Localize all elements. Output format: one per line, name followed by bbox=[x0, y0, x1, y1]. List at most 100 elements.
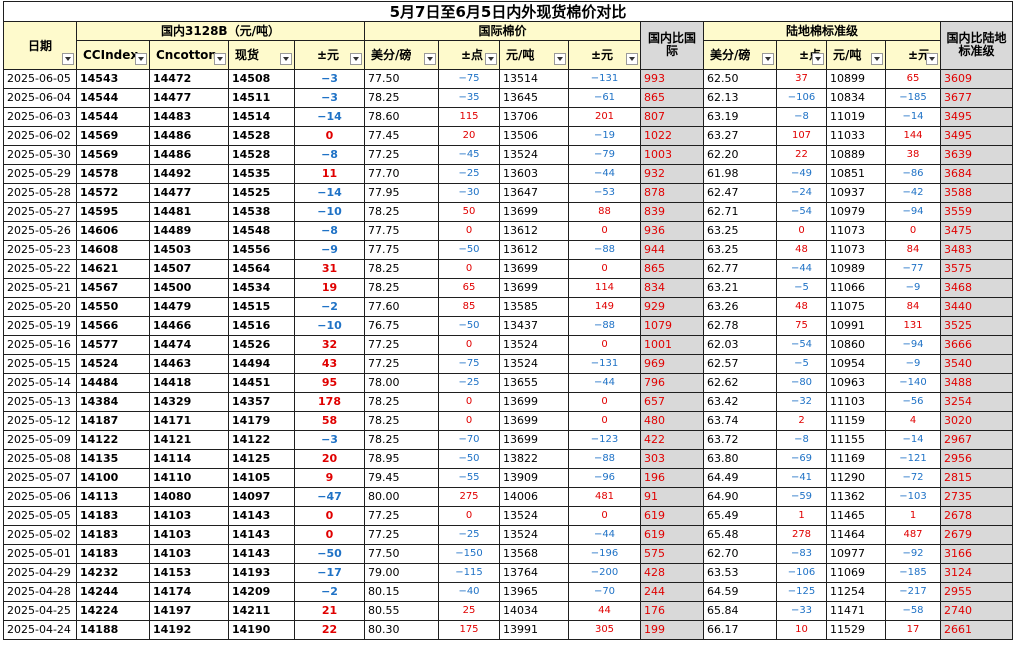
cell-intl-points[interactable]: 85 bbox=[438, 297, 500, 317]
cell-date[interactable]: 2025-05-13 bbox=[3, 392, 77, 412]
cell-domestic-change[interactable]: −47 bbox=[294, 487, 365, 507]
cell-intl-points[interactable]: −50 bbox=[438, 449, 500, 469]
cell-intl-change[interactable]: −88 bbox=[568, 240, 641, 260]
cell-intl-cents[interactable]: 77.25 bbox=[364, 525, 439, 545]
cell-intl-points[interactable]: 25 bbox=[438, 601, 500, 621]
cell-inland-change[interactable]: 144 bbox=[885, 126, 941, 146]
cell-ratio-intl[interactable]: 619 bbox=[640, 525, 704, 545]
cell-ratio-inland[interactable]: 3440 bbox=[940, 297, 1013, 317]
cell-intl-yuan[interactable]: 14006 bbox=[499, 487, 569, 507]
cell-intl-change[interactable]: −44 bbox=[568, 525, 641, 545]
cell-inland-yuan[interactable]: 11464 bbox=[826, 525, 886, 545]
cell-intl-cents[interactable]: 80.00 bbox=[364, 487, 439, 507]
cell-intl-yuan[interactable]: 13524 bbox=[499, 506, 569, 526]
cell-inland-points[interactable]: −54 bbox=[776, 202, 827, 222]
cell-inland-yuan[interactable]: 11075 bbox=[826, 297, 886, 317]
cell-ratio-inland[interactable]: 2815 bbox=[940, 468, 1013, 488]
cell-cncotton[interactable]: 14197 bbox=[149, 601, 229, 621]
cell-ratio-inland[interactable]: 3475 bbox=[940, 221, 1013, 241]
cell-intl-cents[interactable]: 80.15 bbox=[364, 582, 439, 602]
cell-inland-yuan[interactable]: 11033 bbox=[826, 126, 886, 146]
cell-inland-change[interactable]: 84 bbox=[885, 240, 941, 260]
cell-inland-points[interactable]: 22 bbox=[776, 145, 827, 165]
header-ccindex[interactable]: CCIndex bbox=[76, 40, 150, 70]
header-intl-cents[interactable]: 美分/磅 bbox=[364, 40, 439, 70]
cell-ratio-intl[interactable]: 865 bbox=[640, 259, 704, 279]
cell-spot[interactable]: 14508 bbox=[228, 69, 295, 89]
cell-date[interactable]: 2025-05-09 bbox=[3, 430, 77, 450]
cell-intl-cents[interactable]: 80.30 bbox=[364, 620, 439, 640]
cell-inland-change[interactable]: −58 bbox=[885, 601, 941, 621]
cell-inland-yuan[interactable]: 11073 bbox=[826, 221, 886, 241]
cell-intl-points[interactable]: 275 bbox=[438, 487, 500, 507]
cell-ratio-intl[interactable]: 1079 bbox=[640, 316, 704, 336]
header-inland-cents[interactable]: 美分/磅 bbox=[703, 40, 777, 70]
cell-ratio-inland[interactable]: 3483 bbox=[940, 240, 1013, 260]
cell-inland-points[interactable]: 10 bbox=[776, 620, 827, 640]
cell-ratio-inland[interactable]: 3677 bbox=[940, 88, 1013, 108]
cell-spot[interactable]: 14097 bbox=[228, 487, 295, 507]
cell-intl-change[interactable]: 44 bbox=[568, 601, 641, 621]
cell-spot[interactable]: 14534 bbox=[228, 278, 295, 298]
cell-ccindex[interactable]: 14577 bbox=[76, 335, 150, 355]
cell-inland-change[interactable]: −72 bbox=[885, 468, 941, 488]
cell-spot[interactable]: 14535 bbox=[228, 164, 295, 184]
header-intl-change[interactable]: ±元 bbox=[568, 40, 641, 70]
cell-ratio-intl[interactable]: 796 bbox=[640, 373, 704, 393]
filter-dropdown-icon[interactable] bbox=[62, 53, 74, 65]
cell-inland-change[interactable]: −92 bbox=[885, 544, 941, 564]
cell-spot[interactable]: 14511 bbox=[228, 88, 295, 108]
cell-intl-cents[interactable]: 78.25 bbox=[364, 411, 439, 431]
cell-date[interactable]: 2025-05-23 bbox=[3, 240, 77, 260]
cell-inland-points[interactable]: −5 bbox=[776, 278, 827, 298]
cell-ccindex[interactable]: 14100 bbox=[76, 468, 150, 488]
cell-intl-yuan[interactable]: 13524 bbox=[499, 525, 569, 545]
cell-cncotton[interactable]: 14329 bbox=[149, 392, 229, 412]
cell-ccindex[interactable]: 14543 bbox=[76, 69, 150, 89]
cell-inland-points[interactable]: −8 bbox=[776, 430, 827, 450]
cell-ratio-intl[interactable]: 199 bbox=[640, 620, 704, 640]
cell-intl-cents[interactable]: 77.25 bbox=[364, 354, 439, 374]
cell-spot[interactable]: 14211 bbox=[228, 601, 295, 621]
cell-date[interactable]: 2025-05-29 bbox=[3, 164, 77, 184]
cell-inland-points[interactable]: −24 bbox=[776, 183, 827, 203]
cell-domestic-change[interactable]: −10 bbox=[294, 316, 365, 336]
cell-date[interactable]: 2025-04-29 bbox=[3, 563, 77, 583]
cell-ccindex[interactable]: 14135 bbox=[76, 449, 150, 469]
cell-date[interactable]: 2025-05-26 bbox=[3, 221, 77, 241]
cell-intl-change[interactable]: 88 bbox=[568, 202, 641, 222]
cell-intl-yuan[interactable]: 13822 bbox=[499, 449, 569, 469]
cell-inland-yuan[interactable]: 11471 bbox=[826, 601, 886, 621]
cell-inland-change[interactable]: 38 bbox=[885, 145, 941, 165]
cell-cncotton[interactable]: 14080 bbox=[149, 487, 229, 507]
cell-intl-change[interactable]: −131 bbox=[568, 69, 641, 89]
cell-intl-change[interactable]: 0 bbox=[568, 335, 641, 355]
cell-ccindex[interactable]: 14232 bbox=[76, 563, 150, 583]
cell-inland-change[interactable]: −94 bbox=[885, 202, 941, 222]
cell-inland-change[interactable]: −217 bbox=[885, 582, 941, 602]
cell-cncotton[interactable]: 14474 bbox=[149, 335, 229, 355]
cell-date[interactable]: 2025-05-27 bbox=[3, 202, 77, 222]
cell-intl-change[interactable]: −19 bbox=[568, 126, 641, 146]
cell-domestic-change[interactable]: 31 bbox=[294, 259, 365, 279]
cell-inland-cents[interactable]: 63.26 bbox=[703, 297, 777, 317]
cell-domestic-change[interactable]: −9 bbox=[294, 240, 365, 260]
cell-ratio-intl[interactable]: 929 bbox=[640, 297, 704, 317]
cell-ccindex[interactable]: 14113 bbox=[76, 487, 150, 507]
cell-intl-cents[interactable]: 78.95 bbox=[364, 449, 439, 469]
cell-date[interactable]: 2025-05-06 bbox=[3, 487, 77, 507]
cell-inland-change[interactable]: −185 bbox=[885, 563, 941, 583]
cell-cncotton[interactable]: 14103 bbox=[149, 506, 229, 526]
cell-domestic-change[interactable]: −2 bbox=[294, 297, 365, 317]
cell-cncotton[interactable]: 14503 bbox=[149, 240, 229, 260]
cell-ccindex[interactable]: 14187 bbox=[76, 411, 150, 431]
cell-cncotton[interactable]: 14472 bbox=[149, 69, 229, 89]
cell-intl-points[interactable]: 20 bbox=[438, 126, 500, 146]
cell-intl-points[interactable]: −50 bbox=[438, 316, 500, 336]
cell-intl-cents[interactable]: 79.00 bbox=[364, 563, 439, 583]
cell-cncotton[interactable]: 14121 bbox=[149, 430, 229, 450]
cell-inland-yuan[interactable]: 11529 bbox=[826, 620, 886, 640]
cell-ratio-intl[interactable]: 807 bbox=[640, 107, 704, 127]
cell-ccindex[interactable]: 14244 bbox=[76, 582, 150, 602]
cell-inland-yuan[interactable]: 10889 bbox=[826, 145, 886, 165]
